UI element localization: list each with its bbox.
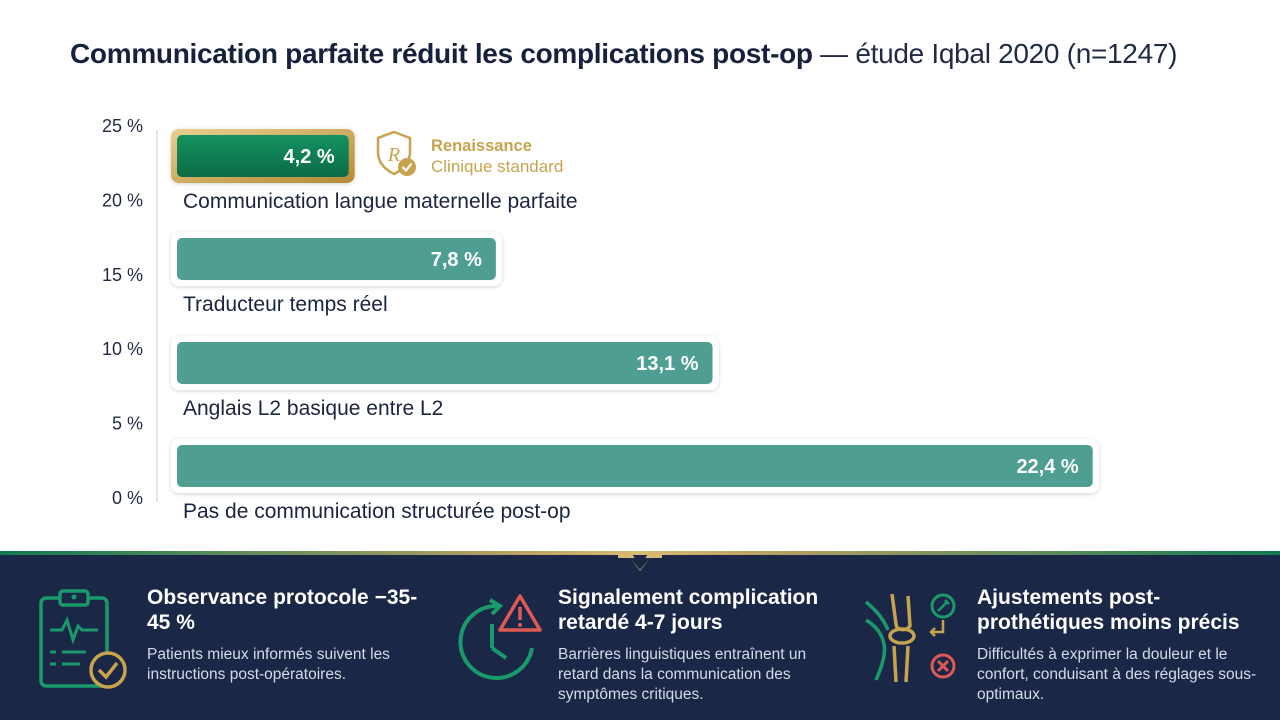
bar-value-label: 22,4 % (1016, 456, 1078, 478)
bar (177, 135, 349, 177)
bar-category-label: Anglais L2 basique entre L2 (183, 397, 443, 420)
bar-value-label: 7,8 % (431, 249, 482, 271)
insights-panel (0, 555, 1280, 720)
divider-line (0, 551, 1280, 557)
insight-card-reporting-heading: Signalement complication retardé 4-7 jou… (558, 586, 819, 634)
insight-card-adherence: Observance protocole −35-45 % Patients m… (147, 585, 427, 685)
axis-tick-label: 25 % (102, 116, 143, 136)
axis-tick-label: 20 % (102, 190, 143, 210)
insight-card-adherence-text: Patients mieux informés suivent les inst… (147, 646, 390, 683)
chart-title-main: Communication parfaite réduit les compli… (70, 38, 813, 69)
clock-warning-icon (458, 594, 542, 680)
bar (177, 238, 496, 280)
bar-value-label: 13,1 % (636, 353, 698, 375)
divider-notch (618, 554, 662, 571)
chart-title-source: — étude Iqbal 2020 (n=1247) (812, 38, 1178, 69)
bar (177, 342, 713, 384)
bar (177, 445, 1093, 487)
insight-card-adherence-heading: Observance protocole −35-45 % (147, 586, 418, 634)
insight-card-adjustments: Ajustements post-prothétiques moins préc… (977, 585, 1257, 705)
clipboard-heartbeat-check-icon (39, 589, 127, 689)
insight-card-reporting: Signalement complication retardé 4-7 jou… (558, 585, 833, 705)
axis-tick-label: 0 % (112, 488, 143, 508)
bar-category-label: Pas de communication structurée post-op (183, 500, 571, 523)
chart-title: Communication parfaite réduit les compli… (70, 38, 1230, 70)
renaissance-badge: R Renaissance Clinique standard (376, 130, 563, 176)
insight-card-adjustments-heading: Ajustements post-prothétiques moins préc… (977, 586, 1240, 634)
badge-brand: Renaissance (431, 137, 532, 155)
insight-card-reporting-text: Barrières linguistiques entraînent un re… (558, 646, 807, 703)
bar-category-label: Communication langue maternelle parfaite (183, 190, 578, 213)
axis-tick-label: 15 % (102, 265, 143, 285)
badge-subtitle: Clinique standard (431, 157, 563, 176)
bar-value-label: 4,2 % (284, 146, 335, 168)
axis-tick-label: 10 % (102, 339, 143, 359)
shield-check-icon: R (376, 130, 416, 176)
svg-text:R: R (387, 144, 400, 166)
knee-joint-wrench-icon (864, 593, 956, 683)
bar-category-label: Traducteur temps réel (183, 293, 388, 316)
axis-tick-label: 5 % (112, 414, 143, 434)
bar-chart: 25 % 20 % 15 % 10 % 5 % 0 % 4,2 % Communicatio… (102, 116, 1099, 523)
insight-card-adjustments-text: Difficultés à exprimer la douleur et le … (977, 646, 1257, 703)
